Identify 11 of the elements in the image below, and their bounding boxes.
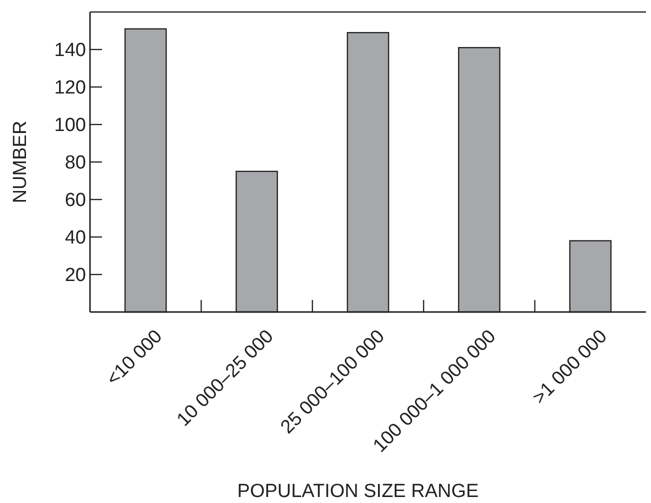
y-axis-title: NUMBER <box>10 120 31 204</box>
y-tick-label: 20 <box>64 265 86 286</box>
x-tick-label: >1 000 000 <box>528 326 612 409</box>
y-tick-label: 80 <box>64 152 86 174</box>
y-tick-label: 100 <box>54 115 86 136</box>
y-tick-label: 40 <box>64 228 86 249</box>
x-tick-label: <10 000 <box>102 326 167 390</box>
y-tick-label: 60 <box>64 190 86 212</box>
x-axis-title: POPULATION SIZE RANGE <box>237 481 479 502</box>
y-tick-label: 140 <box>54 40 86 62</box>
y-tick-label: 120 <box>54 78 86 99</box>
